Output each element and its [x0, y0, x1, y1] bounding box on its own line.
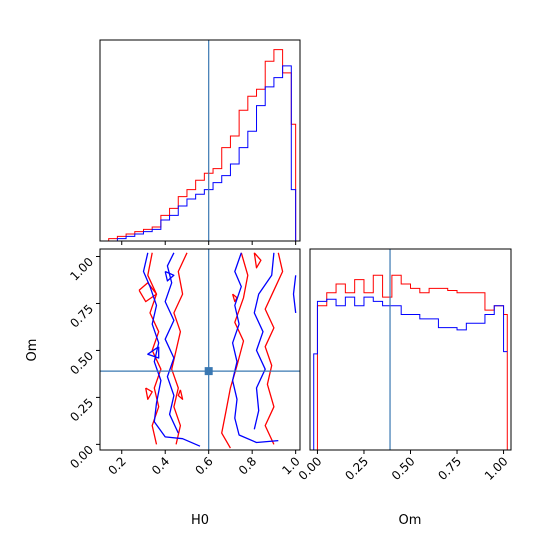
- contour-line-red: [171, 252, 188, 445]
- axes-frame: [309, 248, 512, 451]
- axes-frame: [99, 39, 301, 242]
- contour-line-red: [231, 293, 238, 303]
- contour-line-red: [145, 387, 153, 400]
- x-tick-label: 0.50: [389, 454, 418, 483]
- x-tick-label: 0.6: [192, 454, 215, 477]
- y-tick-label: 0.75: [67, 302, 96, 331]
- contour-line-blue: [142, 252, 201, 447]
- h0-om-contour-panel: 0.2 0.4 0.6 0.8 1.00.000.250.500.751.00: [67, 248, 303, 478]
- histogram-step-blue: [108, 65, 297, 242]
- y-axis-label-om: Om: [25, 339, 40, 362]
- axes-frame: [99, 248, 301, 451]
- contour-line-blue: [231, 252, 279, 444]
- x-tick-label: 0.25: [342, 454, 371, 483]
- histogram-step-red: [313, 274, 508, 451]
- contour-line-blue: [147, 346, 160, 359]
- y-tick-label: 1.00: [67, 255, 96, 284]
- y-tick-label: 0.50: [67, 349, 96, 378]
- contour-line-red: [264, 252, 284, 445]
- contour-line-blue: [164, 270, 175, 282]
- histogram-step-blue: [313, 296, 508, 450]
- h0-histogram-panel: [99, 39, 301, 245]
- contour-line-red: [253, 252, 262, 269]
- y-tick-label: 0.25: [67, 396, 96, 425]
- x-tick-label: 0.8: [236, 454, 259, 477]
- contour-group: [138, 252, 297, 449]
- y-tick-label: 0.00: [67, 443, 96, 472]
- x-axis-label-om: Om: [399, 513, 422, 528]
- x-tick-label: 1.00: [482, 454, 511, 483]
- om-histogram-panel: 0.00 0.25 0.50 0.75 1.00: [296, 248, 512, 483]
- x-tick-label: 0.00: [296, 454, 325, 483]
- contour-line-blue: [292, 275, 297, 313]
- x-tick-label: 0.2: [105, 454, 128, 477]
- contour-line-red: [177, 389, 184, 400]
- x-axis-label-h0: H0: [191, 513, 209, 528]
- truth-marker: [204, 367, 213, 376]
- histogram-step-red: [108, 49, 297, 241]
- x-tick-label: 0.75: [435, 454, 464, 483]
- contour-line-red: [138, 282, 158, 303]
- contour-line-red: [221, 252, 249, 449]
- x-tick-label: 0.4: [149, 454, 172, 477]
- contour-line-blue: [253, 252, 275, 430]
- contour-line-blue: [164, 252, 179, 434]
